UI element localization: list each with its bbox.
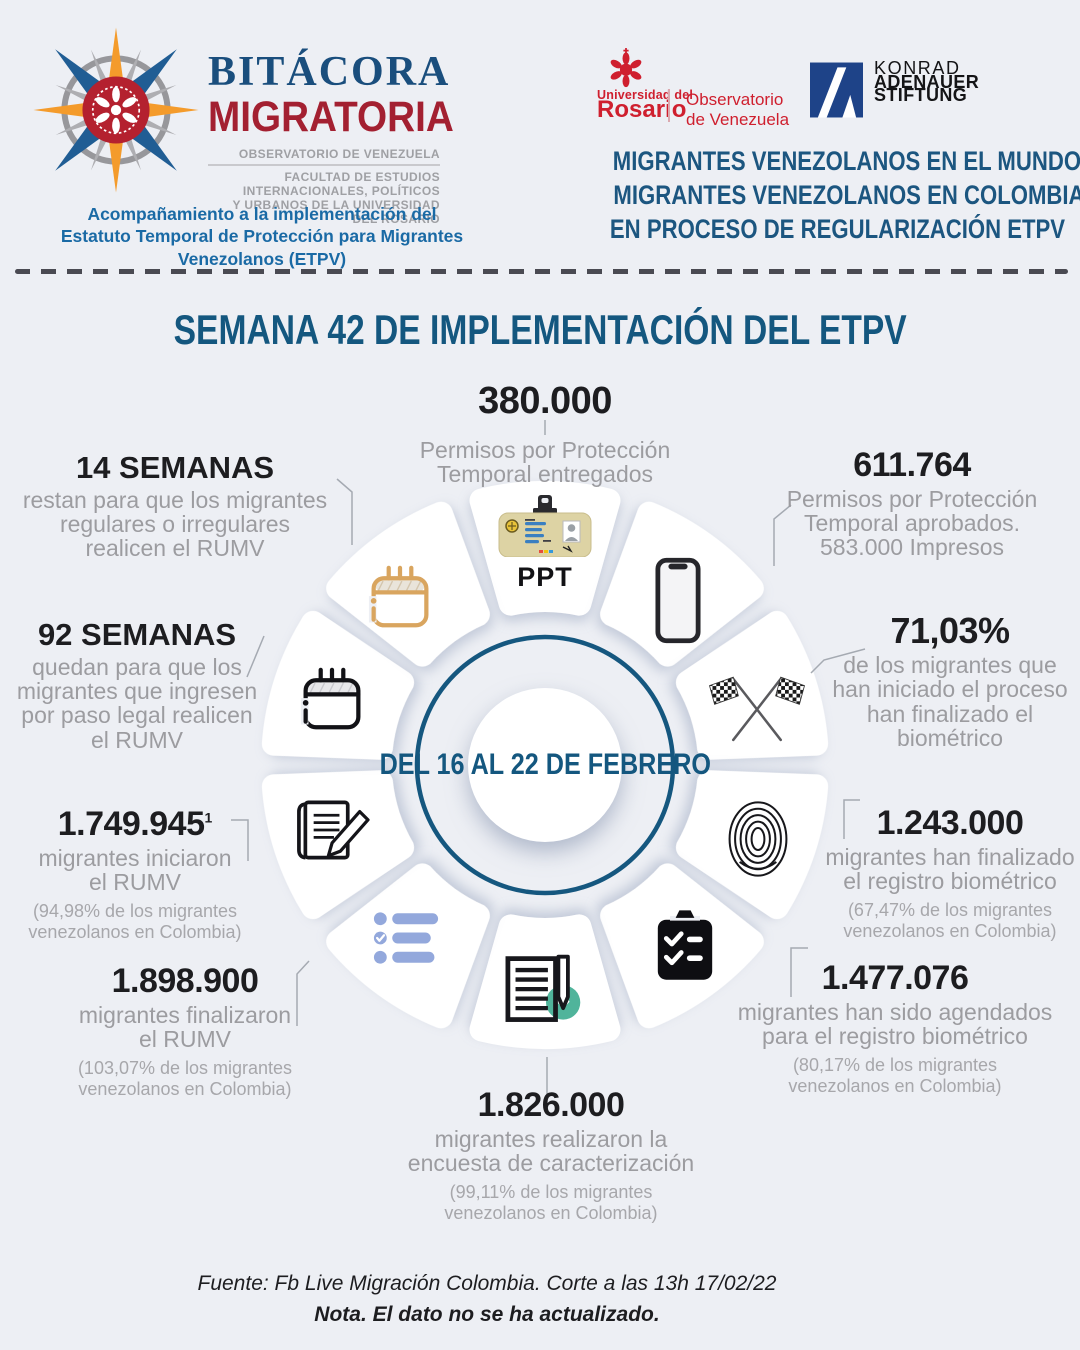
ppt-card-block: PPT (497, 495, 593, 593)
stat-number: 1.898.900 (111, 962, 259, 1000)
stat-ppt-aprobados: 611.764 Permisos por Protección Temporal… (772, 446, 1052, 561)
smartphone-icon (655, 557, 701, 644)
stat-rumv-iniciaron: 1.749.9451 migrantes iniciaron el RUMV (… (15, 805, 255, 942)
fingerprint-icon (728, 801, 788, 877)
calendar-tan-icon (368, 565, 429, 628)
brand-tagline: Acompañamiento a la implementación del E… (60, 204, 464, 269)
stat-desc: migrantes finalizaron el RUMV (78, 1001, 292, 1053)
stat-desc: de los migrantes que han iniciado el pro… (832, 651, 1068, 751)
stat-biometrico-agendados: 1.477.076 migrantes han sido agendados p… (725, 959, 1065, 1096)
stat-number: 380.000 (478, 380, 612, 422)
stat-biometrico-pct: 71,03% de los migrantes que han iniciado… (810, 612, 1080, 750)
stat-number: 1.826.000 (477, 1086, 625, 1124)
world-stats: MIGRANTES VENEZOLANOS EN EL MUNDO 6.041.… (510, 146, 1080, 248)
racing-flags-icon (709, 676, 805, 742)
stat-number: 14 SEMANAS (75, 450, 275, 485)
ppt-card-icon (498, 495, 592, 558)
rosario-crest-icon (610, 48, 642, 88)
brand-subtitle3: Y URBANOS DE LA UNIVERSIDAD DEL ROSARIO (232, 198, 440, 226)
checklist-bullets-icon (373, 912, 439, 964)
stat-note: (80,17% de los migrantes venezolanos en … (788, 1055, 1002, 1096)
stat-desc: Permisos por Protección Temporal entrega… (419, 436, 671, 488)
stat-rumv-finalizaron: 1.898.900 migrantes finalizaron el RUMV … (45, 962, 325, 1099)
stat-number: 1.749.9451 (57, 805, 213, 843)
world-stat-label: EN PROCESO DE REGULARIZACIÓN ETPV (609, 214, 1066, 244)
brand-title-line1: BITÁCORA (208, 49, 451, 95)
stat-desc: migrantes realizaron la encuesta de cara… (407, 1125, 695, 1177)
kas-line3: STIFTUNG (874, 85, 968, 105)
notebook-pen-icon (297, 800, 370, 860)
stat-footnote-marker: 1 (204, 809, 213, 826)
world-stat-label: MIGRANTES VENEZOLANOS EN EL MUNDO (612, 146, 1080, 176)
stat-ppt-entregados: 380.000 Permisos por Protección Temporal… (395, 380, 695, 488)
stat-92-semanas: 92 SEMANAS quedan para que los migrantes… (7, 617, 267, 753)
footer-note: Nota. El dato no se ha actualizado. (314, 1303, 660, 1326)
kas-line1: KONRAD (874, 58, 961, 78)
stat-encuesta: 1.826.000 migrantes realizaron la encues… (381, 1086, 721, 1223)
clipboard-checklist-icon (657, 910, 713, 980)
ppt-badge-label: PPT (517, 562, 573, 592)
stat-note: (99,11% de los migrantes venezolanos en … (444, 1182, 658, 1223)
brand-subtitle1: OBSERVATORIO DE VENEZUELA (238, 147, 440, 161)
stat-note: (103,07% de los migrantes venezolanos en… (77, 1058, 293, 1099)
section-title: SEMANA 42 DE IMPLEMENTACIÓN DEL ETPV (173, 306, 907, 353)
world-stat-row: EN PROCESO DE REGULARIZACIÓN ETPV 1.867.… (510, 214, 1065, 248)
stat-14-semanas: 14 SEMANAS restan para que los migrantes… (5, 450, 345, 562)
stat-note: (67,47% de los migrantes venezolanos en … (843, 900, 1057, 941)
center-date-circle: DEL 16 AL 22 DE FEBRERO (379, 688, 711, 842)
partner-divider (668, 89, 670, 122)
kas-logo-text: KONRAD ADENAUER STIFTUNG (874, 58, 980, 105)
brand-title-line2: MIGRATORIA (208, 93, 454, 141)
center-ring (414, 634, 676, 896)
calendar-black-icon (300, 667, 361, 730)
stat-desc: Permisos por Protección Temporal aprobad… (786, 485, 1038, 561)
stat-number: 92 SEMANAS (37, 617, 237, 652)
stat-number: 71,03% (890, 610, 1010, 651)
rosario-logo-text-big: Rosario (597, 96, 687, 123)
stat-desc: migrantes han sido agendados para el reg… (737, 998, 1053, 1050)
survey-document-icon (505, 954, 581, 1022)
brand-subtitle2: FACULTAD DE ESTUDIOS INTERNACIONALES, PO… (242, 170, 440, 198)
kas-mark-icon (810, 62, 863, 118)
stat-desc: restan para que los migrantes regulares … (22, 486, 328, 562)
brand-block: BITÁCORA MIGRATORIA OBSERVATORIO DE VENE… (208, 48, 454, 226)
center-date-text: DEL 16 AL 22 DE FEBRERO (379, 747, 711, 781)
compass-logo-icon (33, 27, 199, 193)
world-stat-label: MIGRANTES VENEZOLANOS EN COLOMBIA (613, 180, 1080, 210)
stat-desc: migrantes iniciaron el RUMV (38, 844, 232, 896)
stat-number: 1.477.076 (821, 959, 969, 997)
stat-desc: migrantes han finalizado el registro bio… (825, 843, 1075, 895)
dashed-divider (15, 269, 1068, 274)
world-stat-row: MIGRANTES VENEZOLANOS EN EL MUNDO 6.041.… (510, 146, 1080, 180)
stat-desc: quedan para que los migrantes que ingres… (16, 653, 258, 753)
stat-biometrico-finalizado: 1.243.000 migrantes han finalizado el re… (810, 804, 1080, 941)
footer-source: Fuente: Fb Live Migración Colombia. Cort… (197, 1272, 777, 1295)
connector-lines (231, 420, 866, 1094)
observatorio-logo-text: Observatorio de Venezuela (686, 90, 790, 129)
stat-number: 611.764 (853, 446, 971, 484)
footer: Fuente: Fb Live Migración Colombia. Cort… (137, 1272, 837, 1327)
stat-note: (94,98% de los migrantes venezolanos en … (28, 901, 242, 942)
kas-line2: ADENAUER (874, 71, 980, 92)
world-stat-row: MIGRANTES VENEZOLANOS EN COLOMBIA 1.867.… (510, 180, 1080, 214)
stat-number: 1.243.000 (876, 804, 1024, 842)
brand-divider (208, 164, 440, 166)
